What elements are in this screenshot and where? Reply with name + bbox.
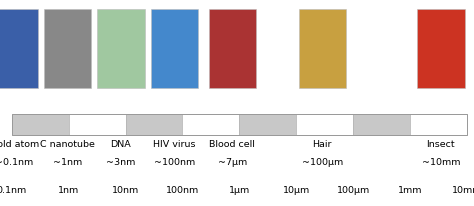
Text: ~3nm: ~3nm [106,157,136,166]
Text: Insect: Insect [427,139,455,148]
Text: 10nm: 10nm [112,185,139,194]
Bar [12,114,467,135]
Text: ~0.1nm: ~0.1nm [0,157,33,166]
Text: 1μm: 1μm [229,185,250,194]
Text: 10mm: 10mm [452,185,474,194]
FancyBboxPatch shape [44,10,91,89]
Text: 1nm: 1nm [58,185,79,194]
Text: 0.1nm: 0.1nm [0,185,27,194]
Bar [126,114,182,135]
Text: 100μm: 100μm [337,185,370,194]
Text: 1mm: 1mm [398,185,422,194]
Text: Gold atom: Gold atom [0,139,39,148]
Bar [12,114,69,135]
Text: ~7μm: ~7μm [218,157,247,166]
Text: Hair: Hair [312,139,332,148]
Bar [296,114,353,135]
Text: ~10mm: ~10mm [421,157,460,166]
Text: HIV virus: HIV virus [153,139,196,148]
Text: ~100μm: ~100μm [301,157,343,166]
Text: DNA: DNA [110,139,131,148]
Text: ~1nm: ~1nm [53,157,82,166]
Bar [182,114,239,135]
Text: C nanotube: C nanotube [40,139,95,148]
Text: Blood cell: Blood cell [210,139,255,148]
Bar [239,114,296,135]
FancyBboxPatch shape [0,10,38,89]
FancyBboxPatch shape [151,10,198,89]
Bar [353,114,410,135]
Bar [69,114,126,135]
FancyBboxPatch shape [97,10,145,89]
Text: ~100nm: ~100nm [154,157,195,166]
FancyBboxPatch shape [417,10,465,89]
FancyBboxPatch shape [299,10,346,89]
Text: 10μm: 10μm [283,185,310,194]
FancyBboxPatch shape [209,10,256,89]
Text: 100nm: 100nm [166,185,199,194]
Bar [410,114,467,135]
